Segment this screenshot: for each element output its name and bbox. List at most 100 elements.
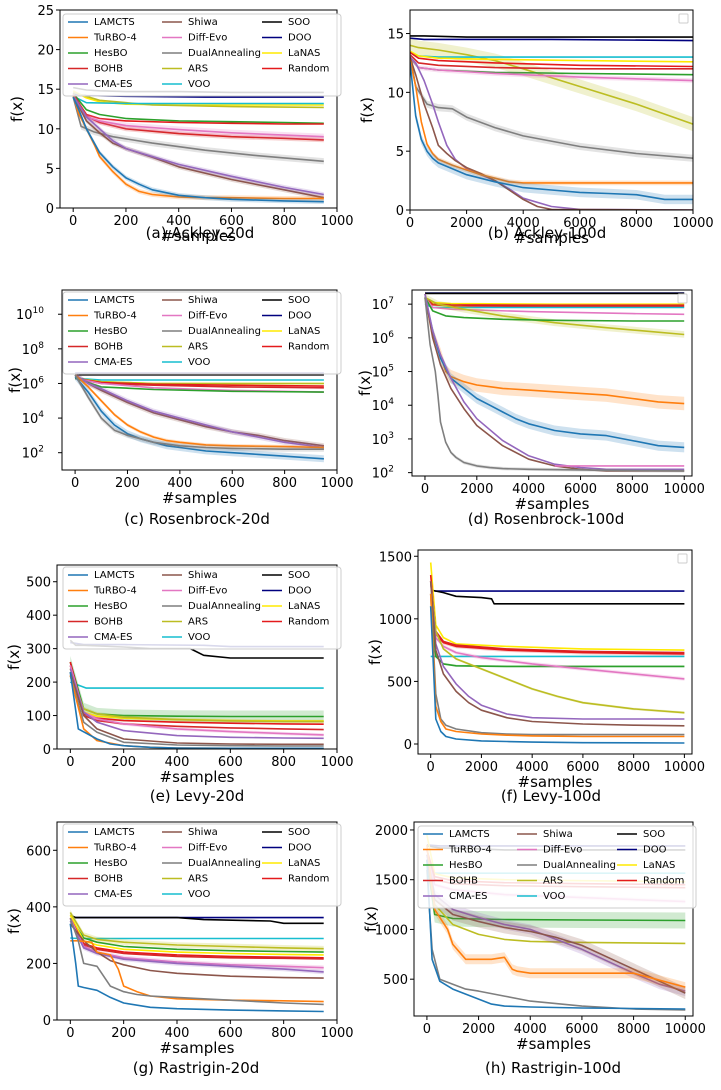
y-tick-label: 200 [26,957,51,972]
y-axis-label: f(x) [5,908,23,934]
band-TuRBO-4 [425,290,685,411]
legend-label-TuRBO-4: TuRBO-4 [93,586,137,597]
x-tick-label: 2000 [460,482,493,497]
y-tick-label: 500 [387,675,412,690]
legend-empty-box [678,13,689,24]
series-line-DOO [410,37,693,42]
series-line-Shiwa [429,581,685,727]
x-tick-label: 4000 [514,1022,547,1037]
x-tick-label: 600 [218,755,243,770]
series-line-DualAnnealing [69,917,324,1006]
legend-label-Diff-Evo: Diff-Evo [188,586,227,597]
chart-caption: (c) Rosenbrock-20d [124,510,270,528]
legend-label-HesBO: HesBO [94,326,128,337]
x-axis-label: #samples [518,773,593,791]
series-line-DualAnnealing [424,297,685,472]
series-line-BOHB [410,54,693,70]
y-tick-label: 5 [396,145,404,160]
chart-panel-c: 0 200 400 600 800 10001021041061081010#sample… [6,289,354,528]
y-tick-label: 1010 [16,306,44,323]
series-line-Diff-Evo [424,296,685,316]
legend-label-ARS: ARS [543,876,563,887]
legend-label-SOO: SOO [288,295,310,306]
plot-series [74,372,325,463]
legend-label-Diff-Evo: Diff-Evo [188,311,227,322]
y-tick-label: 10 [387,86,404,101]
series-line-LAMCTS [69,923,324,1013]
x-tick-label: 800 [272,476,297,491]
y-axis-label: f(x) [356,370,374,396]
x-axis-label: #samples [162,489,237,507]
y-tick-label: 5 [46,162,54,177]
x-tick-label: 10000 [672,216,713,231]
x-tick-label: 1000 [320,1026,353,1041]
y-tick-exponent: 6 [388,330,394,340]
x-tick-label: 400 [165,1026,190,1041]
axes-frame [59,9,338,209]
series-line-ARS [69,671,324,723]
legend-label-DOO: DOO [288,586,312,597]
plot-series [69,639,324,749]
y-axis-label: f(x) [6,367,24,393]
x-tick-label: 4000 [516,760,549,775]
x-tick-label: 0 [427,760,435,775]
y-tick-label: 0 [43,743,51,758]
x-tick-label: 8000 [617,760,650,775]
chart-caption: (g) Rastrigin-20d [133,1059,260,1077]
x-tick-label: 2000 [465,760,498,775]
x-tick-label: 8000 [616,482,649,497]
x-tick-label: 4000 [507,216,540,231]
legend-box [62,13,342,97]
series-line-CMA-ES [69,920,324,973]
x-tick-label: 1000 [320,214,353,229]
y-tick-label: 108 [22,341,45,358]
legend-label-VOO: VOO [188,357,211,368]
series-line-SOO [69,914,324,925]
legend-empty-box [677,553,688,564]
legend-label-VOO: VOO [188,632,211,643]
legend-box [62,566,342,650]
legend-label-SOO: SOO [288,570,310,581]
x-tick-label: 1000 [320,476,353,491]
legend-label-TuRBO-4: TuRBO-4 [448,845,492,856]
chart-panel-h: 0 2000 4000 6000 8000 10000 500 1000 1500 2000 #sa… [362,821,706,1077]
series-line-Shiwa [69,923,324,979]
band-Shiwa [75,372,324,449]
legend-label-Random: Random [288,874,329,885]
y-tick-label: 1000 [379,613,412,628]
legend-label-SOO: SOO [643,829,665,840]
y-tick-label: 100 [26,710,51,725]
x-tick-label: 400 [167,476,192,491]
legend-label-Diff-Evo: Diff-Evo [188,843,227,854]
y-tick-label: 400 [26,901,51,916]
band-ARS [410,38,693,132]
legend-box [417,825,697,909]
plot-series [429,562,685,744]
x-tick-label: 4000 [512,482,545,497]
x-tick-label: 8000 [620,216,653,231]
legend-label-Random: Random [288,342,329,353]
legend-label-BOHB: BOHB [94,617,123,628]
legend-label-TuRBO-4: TuRBO-4 [93,311,137,322]
series-line-LAMCTS [69,671,324,749]
legend-label-Random: Random [288,617,329,628]
x-axis-label: #samples [514,229,589,247]
y-tick-label: 500 [26,576,51,591]
series-line-LAMCTS [72,96,324,203]
plot-series [410,35,693,210]
y-tick-label: 0 [404,738,412,753]
x-tick-label: 800 [272,214,297,229]
chart-panel-e: 0 200 400 600 800 1000 0 100 200 300 400 500 #sample… [5,564,354,805]
series-line-SOO [410,35,693,38]
y-tick-label: 600 [26,844,51,859]
series-line-LaNAS [410,50,693,63]
series-line-ARS [69,912,324,950]
legend-label-LaNAS: LaNAS [288,601,320,612]
legend-label-LAMCTS: LAMCTS [94,295,135,306]
legend-label-LAMCTS: LAMCTS [94,570,135,581]
y-tick-exponent: 6 [38,375,44,385]
chart-caption: (b) Ackley-100d [488,224,607,242]
series-line-VOO [72,95,324,105]
series-line-TuRBO-4 [429,593,685,738]
band-Diff-Evo [70,915,324,970]
